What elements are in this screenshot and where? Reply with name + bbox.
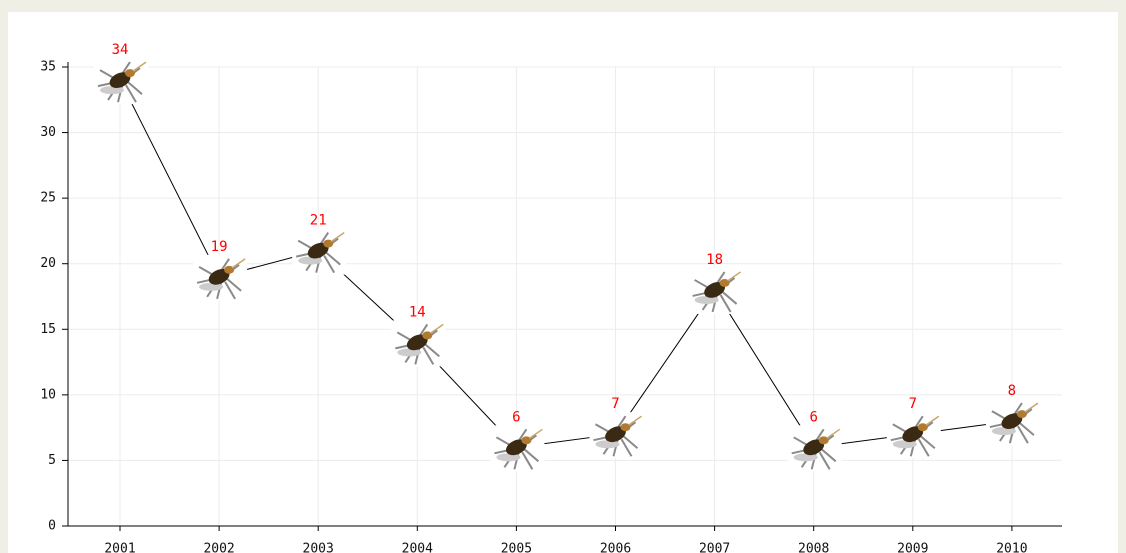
chart: 0 5 10 15 20 25 30 35 2001 2002 2003 2004 2005 2006 20…	[0, 0, 1126, 553]
y-tick-label: 20	[40, 256, 56, 271]
x-tick-label: 2003	[303, 542, 334, 553]
x-tick-label: 2007	[699, 542, 730, 553]
y-tick-label: 25	[40, 191, 56, 206]
value-label: 18	[706, 252, 723, 268]
y-tick-label: 15	[40, 322, 56, 337]
page: {"chart_data": {"type": "line", "categor…	[0, 0, 1126, 553]
value-label: 21	[310, 213, 327, 229]
bug-marker	[292, 229, 346, 275]
x-tick-label: 2004	[402, 542, 433, 553]
bug-marker	[391, 320, 445, 366]
bug-marker	[887, 412, 941, 458]
x-tick-label: 2006	[600, 542, 631, 553]
value-label: 6	[512, 409, 520, 425]
value-label: 14	[409, 304, 426, 320]
bug-marker	[590, 412, 644, 458]
bug-marker	[986, 399, 1040, 445]
value-label: 6	[809, 409, 817, 425]
y-tick-label: 30	[40, 125, 56, 140]
value-label: 19	[211, 239, 228, 255]
value-label: 34	[112, 42, 129, 58]
y-tick-label: 5	[48, 453, 56, 468]
bug-marker	[94, 58, 148, 104]
y-tick-label: 35	[40, 60, 56, 75]
bug-marker	[788, 425, 842, 471]
bug-marker	[490, 425, 544, 471]
value-label: 7	[611, 396, 619, 412]
x-tick-label: 2002	[203, 542, 234, 553]
x-tick-label: 2005	[501, 542, 532, 553]
value-label: 7	[909, 396, 917, 412]
x-tick-label: 2009	[897, 542, 928, 553]
x-tick-label: 2001	[104, 542, 135, 553]
y-tick-label: 0	[48, 519, 56, 534]
x-tick-label: 2010	[996, 542, 1027, 553]
bug-marker	[689, 268, 743, 314]
y-tick-label: 10	[40, 387, 56, 402]
bug-marker	[193, 255, 247, 301]
value-label: 8	[1008, 383, 1016, 399]
x-tick-label: 2008	[798, 542, 829, 553]
